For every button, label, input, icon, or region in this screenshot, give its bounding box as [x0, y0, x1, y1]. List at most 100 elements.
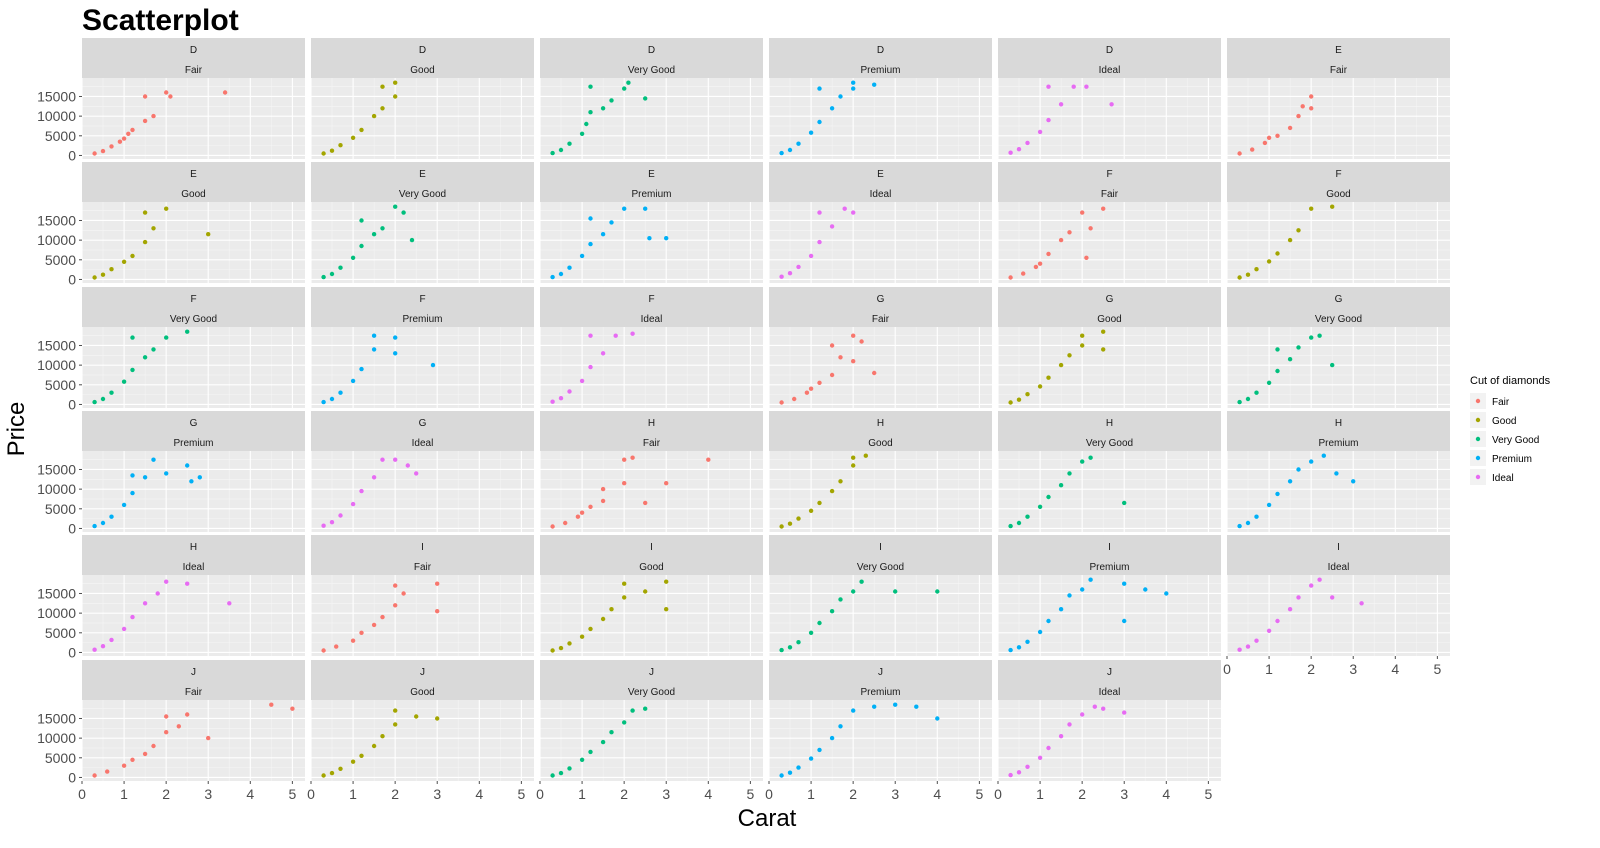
- x-tick-label: 2: [620, 786, 628, 802]
- facet-strip-cut-label: Ideal: [1328, 562, 1350, 573]
- data-point: [1359, 601, 1364, 606]
- x-tick-label: 3: [891, 786, 899, 802]
- data-point: [393, 722, 398, 727]
- data-point: [409, 237, 415, 243]
- data-point: [1254, 514, 1259, 519]
- facet-strip-cut-label: Very Good: [1086, 438, 1133, 449]
- data-point: [817, 747, 822, 753]
- data-point: [1058, 362, 1064, 368]
- data-point: [588, 110, 593, 115]
- data-point: [808, 630, 814, 635]
- facet-strip-cut-label: Ideal: [183, 562, 205, 573]
- data-point: [380, 614, 385, 620]
- y-tick-label: 0: [68, 396, 76, 412]
- data-point: [1067, 471, 1072, 476]
- facet-strip: [540, 535, 763, 575]
- data-point: [579, 510, 585, 515]
- y-tick-label: 10000: [37, 605, 76, 621]
- data-point: [579, 757, 585, 762]
- legend-symbol: [1475, 474, 1481, 480]
- data-point: [643, 706, 648, 711]
- data-point: [1287, 357, 1293, 362]
- facet-strip-cut-label: Ideal: [1099, 687, 1121, 698]
- facet-strip: [1227, 411, 1450, 451]
- data-point: [359, 366, 364, 372]
- data-point: [142, 475, 148, 480]
- data-point: [600, 106, 606, 111]
- data-point: [185, 581, 190, 586]
- y-tick-label: 10000: [37, 357, 76, 373]
- data-point: [130, 473, 135, 478]
- data-point: [142, 239, 148, 245]
- data-point: [817, 119, 822, 125]
- data-point: [1046, 745, 1051, 751]
- data-point: [664, 579, 669, 584]
- facet-strip-cut-label: Ideal: [412, 438, 434, 449]
- data-point: [405, 463, 410, 468]
- data-point: [435, 609, 440, 614]
- data-point: [393, 80, 398, 85]
- facet-strip-color-label: G: [419, 418, 427, 429]
- data-point: [1164, 591, 1169, 596]
- data-point: [109, 514, 114, 519]
- data-point: [550, 274, 555, 280]
- data-point: [164, 206, 169, 211]
- data-point: [1296, 113, 1301, 119]
- x-tick-label: 0: [994, 786, 1002, 802]
- facet-strip-color-label: J: [191, 667, 196, 678]
- facet-strip-color-label: D: [1106, 45, 1113, 56]
- facet-strip-color-label: D: [648, 45, 655, 56]
- data-point: [329, 520, 335, 525]
- legend-label: Good: [1492, 416, 1516, 427]
- data-point: [851, 80, 856, 85]
- data-point: [1317, 577, 1322, 582]
- x-tick-label: 0: [307, 786, 315, 802]
- x-tick-label: 1: [349, 786, 357, 802]
- data-point: [92, 399, 97, 405]
- data-point: [1309, 106, 1314, 111]
- facet-strip-color-label: D: [419, 45, 426, 56]
- facet-panel: F Good: [1226, 162, 1450, 283]
- facet-strip-cut-label: Premium: [173, 438, 213, 449]
- data-point: [558, 770, 564, 776]
- data-point: [359, 218, 364, 223]
- legend-title: Cut of diamonds: [1470, 375, 1551, 387]
- data-point: [359, 753, 364, 758]
- data-point: [1309, 459, 1314, 464]
- facet-strip-cut-label: Premium: [631, 189, 671, 200]
- data-point: [558, 396, 564, 401]
- data-point: [1008, 772, 1013, 778]
- facet-panel: E Good 0 5000 10000 15000: [37, 162, 305, 287]
- data-point: [643, 500, 648, 506]
- data-point: [401, 591, 406, 596]
- data-point: [630, 455, 635, 460]
- data-point: [630, 331, 635, 336]
- x-tick-label: 2: [162, 786, 170, 802]
- data-point: [1266, 259, 1272, 264]
- data-point: [588, 216, 593, 221]
- data-point: [393, 457, 398, 462]
- facet-strip: [998, 411, 1221, 451]
- facet-panel: E Fair: [1226, 38, 1450, 159]
- data-point: [935, 589, 940, 594]
- facet-strip-color-label: G: [877, 294, 885, 305]
- data-point: [1008, 275, 1013, 280]
- facet-strip: [311, 660, 534, 700]
- data-point: [414, 471, 419, 476]
- facet-panel: J Very Good 0 1 2 3 4 5: [536, 660, 763, 802]
- data-point: [92, 647, 97, 652]
- data-point: [329, 148, 335, 153]
- data-point: [338, 390, 343, 395]
- data-point: [130, 127, 135, 133]
- data-point: [130, 614, 135, 620]
- data-point: [164, 730, 169, 735]
- data-point: [1266, 135, 1272, 140]
- facet-strip: [769, 38, 992, 78]
- facet-panel: E Premium: [539, 162, 763, 283]
- facet-panel: H Good: [768, 411, 992, 532]
- data-point: [787, 521, 793, 526]
- data-point: [393, 204, 398, 209]
- chart-title: Scatterplot: [82, 4, 239, 37]
- data-point: [1109, 102, 1114, 107]
- data-point: [359, 488, 364, 494]
